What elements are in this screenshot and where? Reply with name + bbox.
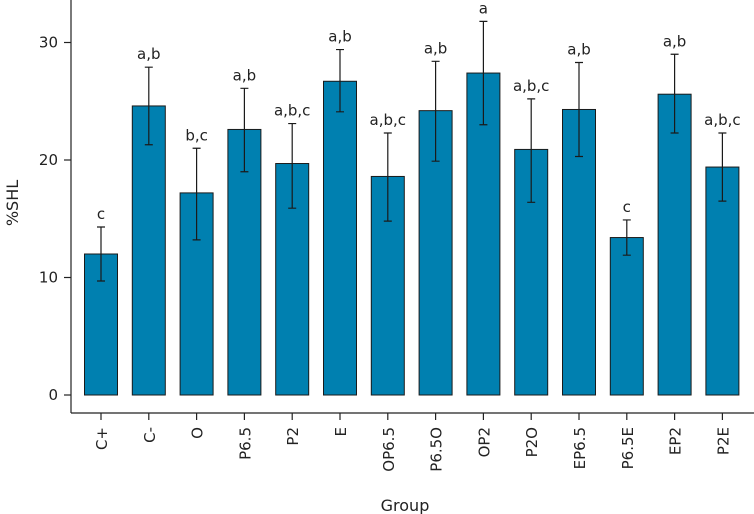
significance-label-ep6-5: a,b xyxy=(567,40,590,58)
x-axis-ticks: C+ C- O P6.5 P2 E OP6.5 P6.5O OP2 P2O EP6.5 P6.5E EP… xyxy=(93,413,732,472)
x-tick-label-c-minus: C- xyxy=(141,427,159,443)
significance-label-op6-5: a,b,c xyxy=(370,111,407,129)
x-tick-label-p2o: P2O xyxy=(523,427,541,457)
x-axis-title: Group xyxy=(381,496,430,514)
error-bar-ep6-5 xyxy=(575,61,583,158)
x-tick-label-p2e: P2E xyxy=(714,427,732,455)
y-tick-label-20: 20 xyxy=(39,151,58,169)
x-tick-label-p6-5: P6.5 xyxy=(236,427,254,460)
significance-label-c-plus: c xyxy=(97,205,105,223)
significance-label-o: b,c xyxy=(185,126,208,144)
significance-label-op2: a xyxy=(479,0,488,17)
error-bar-ep2 xyxy=(670,53,679,134)
error-bar-e xyxy=(336,48,344,113)
significance-label-ep2: a,b xyxy=(663,32,686,50)
significance-label-e: a,b xyxy=(328,28,351,46)
chart-marks: c a,b b,c a,b a,b,c a,b a,b,c a,b a a,b,c a,b c a,b a… xyxy=(84,0,741,396)
bar-p2e xyxy=(705,166,740,396)
error-bar-p6-5e xyxy=(622,219,631,256)
x-tick-label-op2: OP2 xyxy=(475,427,493,457)
x-tick-label-ep2: EP2 xyxy=(667,427,685,455)
error-bar-c-minus xyxy=(144,66,153,146)
significance-label-c-minus: a,b xyxy=(137,45,160,63)
x-tick-label-e: E xyxy=(332,427,350,436)
y-tick-label-10: 10 xyxy=(39,269,58,287)
y-axis-ticks: 0 10 20 30 xyxy=(39,34,71,404)
y-tick-label-0: 0 xyxy=(48,386,58,404)
bar-c-minus xyxy=(131,105,166,396)
bar-p6-5e xyxy=(609,237,644,396)
x-tick-label-op6-5: OP6.5 xyxy=(380,427,398,472)
significance-label-p2e: a,b,c xyxy=(704,111,741,129)
x-tick-label-o: O xyxy=(189,427,207,439)
significance-label-p2: a,b,c xyxy=(274,102,311,120)
y-tick-label-30: 30 xyxy=(39,34,58,52)
bar-ep2 xyxy=(657,93,692,396)
y-axis-title: %SHL xyxy=(3,180,22,226)
x-tick-label-ep6-5: EP6.5 xyxy=(571,427,589,469)
error-bar-op6-5 xyxy=(383,132,392,222)
x-tick-label-c-plus: C+ xyxy=(93,427,111,450)
significance-label-p6-5o: a,b xyxy=(424,39,447,57)
x-tick-label-p6-5e: P6.5E xyxy=(619,427,637,469)
error-bar-p2 xyxy=(288,122,297,209)
error-bar-p2e xyxy=(718,132,727,202)
error-bar-c-plus xyxy=(97,226,105,282)
significance-label-p6-5e: c xyxy=(623,198,631,216)
x-tick-label-p2: P2 xyxy=(284,427,302,446)
error-bar-p6-5 xyxy=(240,87,249,173)
error-bar-o xyxy=(192,147,201,241)
error-bar-p6-5o xyxy=(431,60,440,162)
bar-op2 xyxy=(466,72,501,396)
error-bar-p2o xyxy=(527,98,536,203)
significance-label-p2o: a,b,c xyxy=(513,77,550,95)
bar-e xyxy=(323,80,357,396)
x-tick-label-p6-5o: P6.5O xyxy=(428,427,446,472)
significance-label-p6-5: a,b xyxy=(233,66,256,84)
error-bar-op2 xyxy=(479,20,488,126)
